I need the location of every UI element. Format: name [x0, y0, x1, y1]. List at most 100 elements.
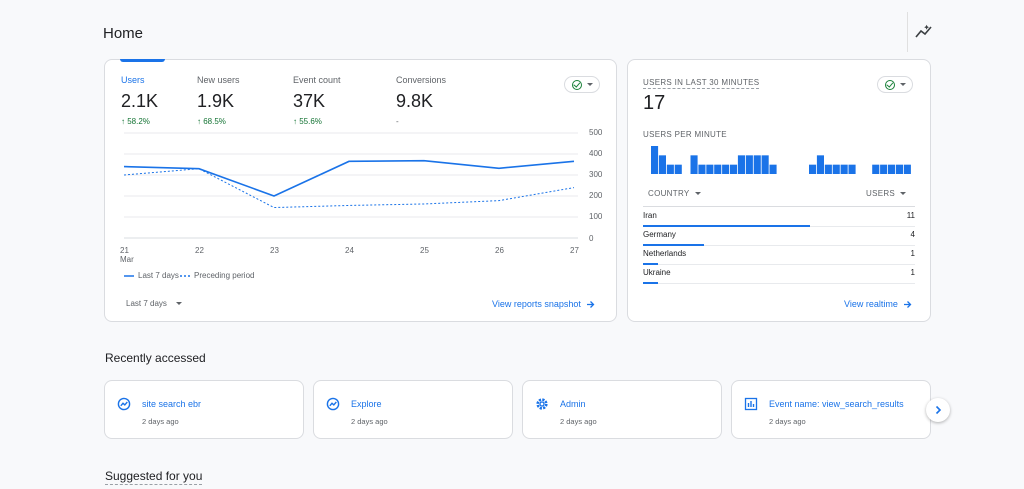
- per-minute-bar: [698, 164, 706, 174]
- recent-item-card[interactable]: site search ebr 2 days ago: [104, 380, 304, 439]
- header-divider: [907, 12, 908, 52]
- recent-item-card[interactable]: Explore 2 days ago: [313, 380, 513, 439]
- legend-last-7-days: Last 7 days: [124, 271, 179, 280]
- metric-label: Users: [121, 75, 145, 85]
- column-label: USERS: [866, 189, 896, 198]
- realtime-card: [627, 59, 931, 322]
- legend-preceding-period: Preceding period: [180, 271, 254, 280]
- insights-icon[interactable]: [913, 22, 935, 42]
- y-tick-label: 100: [589, 212, 603, 221]
- country-row[interactable]: Germany 4: [643, 226, 915, 246]
- x-tick-day: 27: [570, 246, 579, 255]
- recent-item-card[interactable]: Admin 2 days ago: [522, 380, 722, 439]
- metric-change: -: [396, 117, 399, 126]
- y-tick-label: 500: [589, 128, 603, 137]
- recent-item-name: Admin: [560, 399, 586, 409]
- per-minute-bar: [769, 164, 777, 174]
- users-column-header[interactable]: USERS: [866, 189, 907, 198]
- view-realtime-link[interactable]: View realtime: [844, 299, 912, 309]
- x-tick-day: 24: [345, 246, 354, 255]
- x-tick-label: 23: [270, 246, 279, 255]
- per-minute-bar: [722, 164, 730, 174]
- per-minute-bar: [690, 155, 698, 174]
- country-share-bar: [643, 225, 810, 227]
- caret-down-icon: [694, 192, 701, 195]
- per-minute-bar: [895, 164, 903, 174]
- x-tick-month: Mar: [120, 255, 134, 264]
- country-users: 11: [906, 211, 915, 220]
- arrow-right-icon: [586, 300, 595, 308]
- metric-new-users[interactable]: New users 1.9K ↑ 68.5%: [197, 75, 240, 126]
- chevron-right-icon: [935, 405, 942, 415]
- recent-item-time: 2 days ago: [769, 417, 806, 426]
- country-row[interactable]: Iran 11: [643, 207, 915, 227]
- metric-change: ↑ 55.6%: [293, 117, 322, 126]
- per-minute-label: USERS PER MINUTE: [643, 130, 727, 139]
- per-minute-bar: [816, 155, 824, 174]
- per-minute-bar: [832, 164, 840, 174]
- country-users: 1: [910, 249, 915, 258]
- country-share-bar: [643, 263, 659, 265]
- line-chart: [123, 132, 578, 239]
- per-minute-bar: [888, 164, 896, 174]
- explore-icon: [117, 397, 131, 411]
- country-row[interactable]: Ukraine 1: [643, 264, 915, 284]
- x-tick-label: 27: [570, 246, 579, 255]
- date-range-dropdown[interactable]: Last 7 days: [126, 299, 182, 308]
- per-minute-bar: [848, 164, 856, 174]
- per-minute-bar: [730, 164, 738, 174]
- page-title: Home: [103, 25, 144, 42]
- country-share-bar: [643, 244, 704, 246]
- country-row[interactable]: Netherlands 1: [643, 245, 915, 265]
- metric-event-count[interactable]: Event count 37K ↑ 55.6%: [293, 75, 341, 126]
- table-header-divider: [643, 206, 915, 207]
- x-tick-day: 21: [120, 246, 129, 255]
- metric-value: 9.8K: [396, 91, 434, 111]
- link-label: View realtime: [844, 299, 898, 309]
- recently-accessed-title: Recently accessed: [105, 351, 206, 365]
- per-minute-bar: [745, 155, 753, 174]
- metric-users[interactable]: Users 2.1K ↑ 58.2%: [121, 75, 158, 126]
- recent-item-card[interactable]: Event name: view_search_results 2 days a…: [731, 380, 931, 439]
- per-minute-bar: [824, 164, 832, 174]
- y-tick-label: 0: [589, 234, 594, 243]
- y-tick-label: 400: [589, 149, 603, 158]
- per-minute-bar: [714, 164, 722, 174]
- next-button[interactable]: [926, 398, 950, 422]
- recent-item-time: 2 days ago: [560, 417, 597, 426]
- realtime-title: USERS IN LAST 30 MINUTES: [643, 78, 760, 89]
- metric-label: Event count: [293, 75, 341, 85]
- metric-conversions[interactable]: Conversions 9.8K -: [396, 75, 446, 126]
- series-line-last-7-days: [123, 159, 575, 197]
- metric-change: ↑ 58.2%: [121, 117, 150, 126]
- link-label: View reports snapshot: [492, 299, 581, 309]
- per-minute-bar: [840, 164, 848, 174]
- recent-item-name: site search ebr: [142, 399, 202, 409]
- country-users: 4: [910, 230, 915, 239]
- view-reports-snapshot-link[interactable]: View reports snapshot: [492, 299, 595, 309]
- caret-down-icon: [899, 83, 906, 86]
- country-name: Ukraine: [643, 268, 671, 277]
- metric-change: ↑ 68.5%: [197, 117, 226, 126]
- compare-status-chip[interactable]: [564, 76, 600, 93]
- x-tick-label: 21 Mar: [120, 246, 134, 264]
- per-minute-bar-chart: [651, 146, 911, 174]
- realtime-status-chip[interactable]: [877, 76, 913, 93]
- suggested-title: Suggested for you: [105, 469, 203, 485]
- x-tick-label: 22: [195, 246, 204, 255]
- x-tick-day: 26: [495, 246, 504, 255]
- per-minute-bar: [706, 164, 714, 174]
- x-tick-day: 22: [195, 246, 204, 255]
- check-circle-icon: [884, 79, 895, 90]
- per-minute-bar: [658, 155, 666, 174]
- metric-label: Conversions: [396, 75, 447, 85]
- overview-card: [104, 59, 617, 322]
- country-users: 1: [910, 268, 915, 277]
- x-tick-label: 25: [420, 246, 429, 255]
- metric-label: New users: [197, 75, 240, 85]
- per-minute-bar: [674, 164, 682, 174]
- per-minute-bar: [872, 164, 880, 174]
- y-tick-label: 300: [589, 170, 603, 179]
- country-column-header[interactable]: COUNTRY: [648, 189, 701, 198]
- caret-down-icon: [175, 302, 182, 305]
